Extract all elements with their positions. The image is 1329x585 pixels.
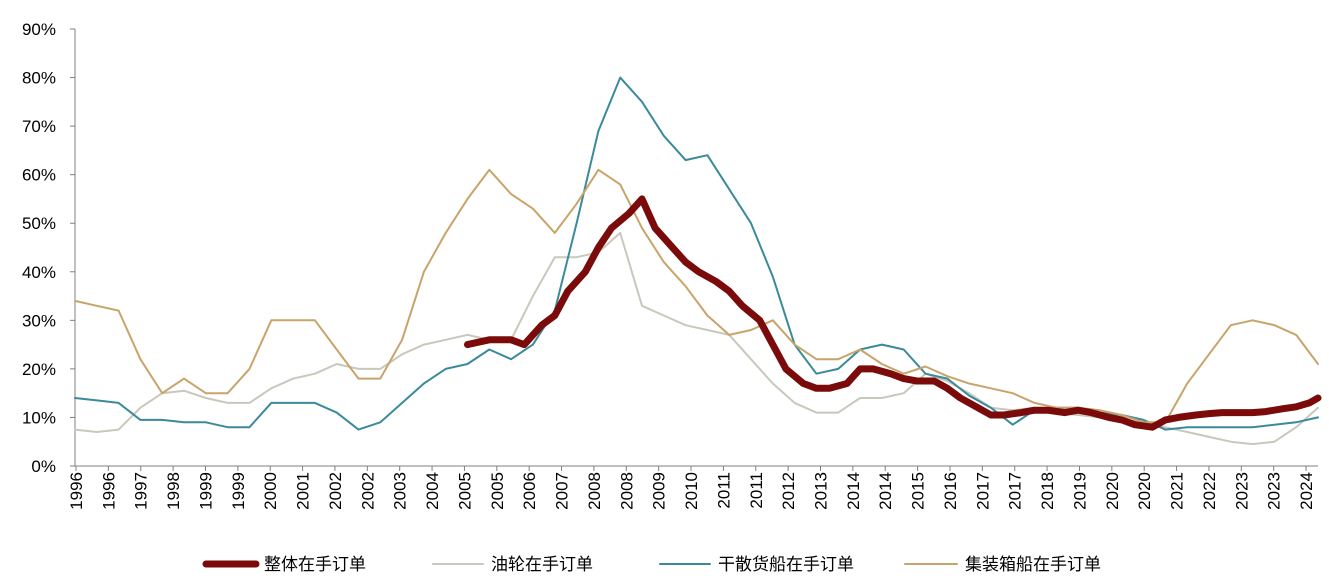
x-tick-label: 1997: [132, 472, 151, 510]
y-axis-ticks: 0% 10% 20% 30% 40% 50% 60% 70% 80% 90%: [22, 20, 75, 476]
x-tick-label: 2009: [650, 472, 669, 510]
x-tick-label: 1996: [99, 472, 118, 510]
x-tick-label: 1999: [196, 472, 215, 510]
y-tick-label: 70%: [22, 117, 56, 136]
x-tick-label: 1999: [229, 472, 248, 510]
x-tick-label: 2015: [909, 472, 928, 510]
x-tick-label: 2006: [520, 472, 539, 510]
x-tick-label: 2017: [973, 472, 992, 510]
legend-label: 集装箱船在手订单: [965, 555, 1101, 575]
legend-label: 干散货船在手订单: [718, 555, 854, 575]
x-tick-label: 2022: [1200, 472, 1219, 510]
x-tick-label: 2005: [488, 472, 507, 510]
series-line-2: [74, 76, 1319, 431]
x-tick-label: 2016: [941, 472, 960, 510]
y-tick-label: 90%: [22, 20, 56, 39]
y-tick-label: 40%: [22, 263, 56, 282]
x-tick-label: 2012: [779, 472, 798, 510]
x-tick-label: 2023: [1265, 472, 1284, 510]
y-tick-label: 20%: [22, 360, 56, 379]
x-tick-label: 2003: [391, 472, 410, 510]
x-tick-label: 2020: [1135, 472, 1154, 510]
x-tick-label: 2004: [423, 472, 442, 510]
y-tick-label: 0%: [31, 457, 56, 476]
x-tick-label: 2011: [747, 472, 766, 509]
series-line-3: [74, 168, 1319, 424]
series-layer: [74, 76, 1322, 446]
y-tick-label: 10%: [22, 408, 56, 427]
x-tick-label: 2023: [1232, 472, 1251, 510]
x-tick-label: 2018: [1038, 472, 1057, 510]
x-tick-label: 2019: [1070, 472, 1089, 510]
legend: 整体在手订单 油轮在手订单 干散货船在手订单 集装箱船在手订单: [202, 555, 1101, 575]
x-tick-label: 2020: [1103, 472, 1122, 510]
series-line-0: [464, 195, 1322, 431]
axes: [74, 29, 1318, 467]
x-tick-label: 2021: [1168, 472, 1187, 510]
x-tick-label: 2017: [1006, 472, 1025, 510]
y-tick-label: 60%: [22, 166, 56, 185]
y-tick-label: 50%: [22, 214, 56, 233]
x-tick-label: 2013: [812, 472, 831, 510]
x-tick-label: 2011: [714, 472, 733, 509]
x-tick-label: 2001: [294, 472, 313, 510]
x-tick-label: 2000: [261, 472, 280, 510]
x-tick-label: 1996: [67, 472, 86, 510]
legend-label: 整体在手订单: [264, 555, 366, 575]
x-tick-label: 2005: [455, 472, 474, 510]
x-tick-label: 1998: [164, 472, 183, 510]
x-axis-ticks: 1996 1996 1997 1998 1999 1999 2000 2001 2002 2002…: [67, 466, 1316, 510]
x-tick-label: 2010: [682, 472, 701, 510]
y-tick-label: 80%: [22, 69, 56, 88]
legend-label: 油轮在手订单: [491, 555, 593, 575]
x-tick-label: 2014: [844, 472, 863, 510]
x-tick-label: 2024: [1297, 472, 1316, 510]
x-tick-label: 2007: [553, 472, 572, 510]
x-tick-label: 2014: [876, 472, 895, 510]
x-tick-label: 2008: [585, 472, 604, 510]
x-tick-label: 2002: [326, 472, 345, 510]
y-tick-label: 30%: [22, 311, 56, 330]
x-tick-label: 2002: [358, 472, 377, 510]
x-tick-label: 2008: [617, 472, 636, 510]
